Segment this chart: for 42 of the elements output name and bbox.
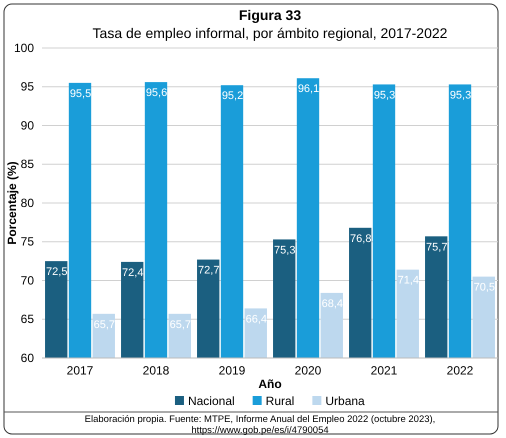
data-label: 95,3 [374,89,396,102]
data-label: 72,5 [46,266,68,278]
legend-label: Rural [266,394,294,408]
legend-label: Urbana [325,394,366,408]
data-label: 65,7 [94,318,116,331]
x-tick-label: 2019 [218,364,246,378]
data-label: 75,7 [426,241,448,254]
data-label: 68,4 [322,298,344,310]
data-label: 75,3 [274,244,296,256]
x-tick-label: 2017 [66,364,94,378]
y-tick-label: 100 [14,40,34,55]
y-tick-label: 75 [20,234,34,249]
data-label: 71,4 [398,274,420,287]
y-tick-label: 95 [20,80,34,94]
data-label: 72,4 [122,266,144,279]
data-label: 66,4 [246,313,268,326]
data-label: 65,7 [170,318,192,331]
data-label: 76,8 [350,232,372,245]
y-tick-label: 60 [20,350,34,365]
y-axis-title: Porcentaje (%) [5,161,19,245]
data-label: 72,7 [198,264,220,277]
y-tick-label: 70 [20,273,34,288]
x-tick-label: 2018 [142,364,170,378]
y-tick-label: 80 [20,196,34,210]
y-tick-label: 90 [20,118,34,132]
data-label: 95,5 [70,88,92,100]
legend-label: Nacional [188,394,235,408]
x-tick-label: 2021 [370,364,398,378]
x-axis-title: Año [258,377,282,391]
y-tick-label: 85 [20,157,34,172]
data-label: 95,2 [222,90,244,102]
chart-title: Figura 33 [238,7,302,23]
chart-subtitle: Tasa de empleo informal, por ámbito regional, 2017-2022 [92,25,448,41]
text: Elaboración propia. Fuente: MTPE, Informe Anual del Empleo 2022 (octubre 2023), [84,414,436,425]
data-label: 95,3 [450,89,472,102]
data-label: 95,6 [146,87,168,100]
x-tick-label: 2022 [446,364,474,378]
y-tick-label: 65 [20,312,34,326]
data-label: 96,1 [298,83,320,96]
text: https://www.gob.pe/es/i/4790054 [191,425,329,436]
data-label: 70,5 [474,282,496,294]
x-tick-label: 2020 [294,364,322,378]
